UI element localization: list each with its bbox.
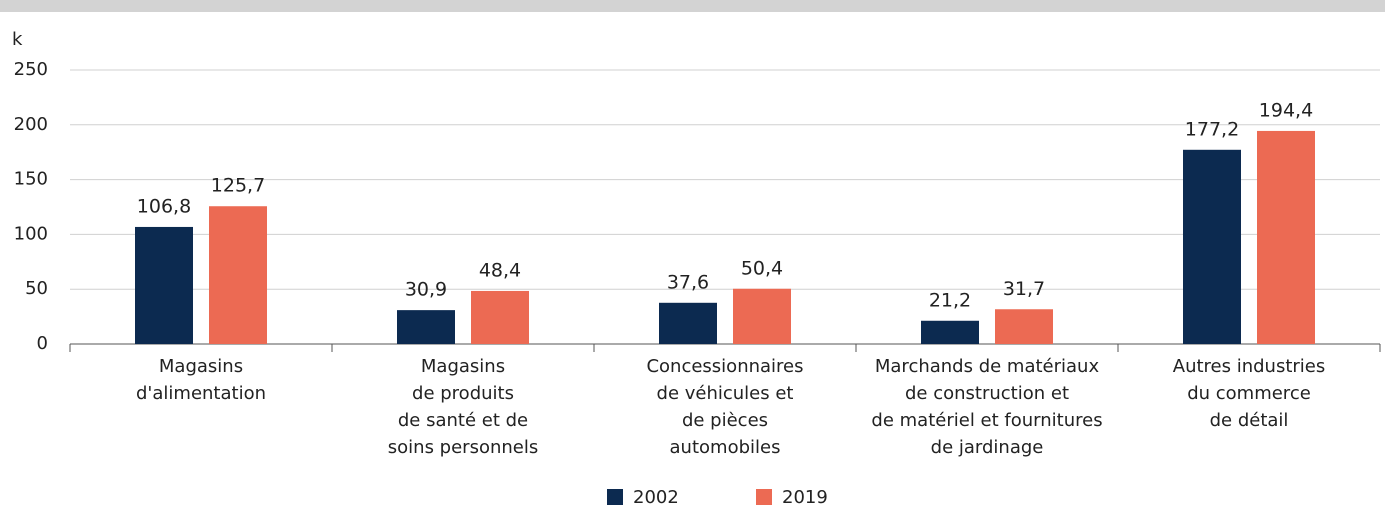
x-tick-label: Magasins — [421, 356, 505, 377]
value-label: 177,2 — [1185, 118, 1239, 140]
bar — [135, 226, 193, 344]
x-tick-label: automobiles — [670, 437, 781, 458]
legend-swatch — [607, 489, 623, 505]
bar — [209, 206, 267, 344]
x-tick-label: Concessionnaires — [646, 356, 803, 377]
legend-label: 2019 — [782, 487, 828, 508]
x-tick-label: de construction et — [905, 383, 1069, 404]
x-tick-label: de pièces — [682, 410, 768, 431]
bar — [733, 288, 791, 344]
x-tick-label: du commerce — [1187, 383, 1311, 404]
x-tick-label: de véhicules et — [657, 383, 794, 404]
value-label: 106,8 — [137, 195, 191, 217]
x-tick-label: Magasins — [159, 356, 243, 377]
bar — [471, 290, 529, 344]
legend-label: 2002 — [633, 487, 679, 508]
bar — [921, 320, 979, 344]
y-tick-label: 200 — [14, 114, 48, 135]
value-label: 37,6 — [667, 271, 709, 293]
y-tick-label: 150 — [14, 169, 48, 190]
value-label: 125,7 — [211, 175, 265, 197]
y-tick-label: 100 — [14, 223, 48, 244]
value-label: 21,2 — [929, 289, 971, 311]
value-label: 31,7 — [1003, 278, 1045, 300]
y-axis-unit: k — [12, 29, 23, 50]
x-tick-label: de santé et de — [398, 410, 528, 431]
x-tick-label: de matériel et fournitures — [871, 410, 1102, 431]
x-tick-label: de produits — [412, 383, 514, 404]
legend-swatch — [756, 489, 772, 505]
value-label: 194,4 — [1259, 99, 1313, 121]
y-tick-label: 250 — [14, 59, 48, 80]
bar — [659, 302, 717, 344]
value-label: 50,4 — [741, 257, 783, 279]
value-label: 48,4 — [479, 259, 521, 281]
x-tick-label: de détail — [1210, 410, 1289, 431]
bar — [1257, 130, 1315, 344]
top-band — [0, 0, 1385, 12]
x-tick-label: de jardinage — [931, 437, 1044, 458]
value-label: 30,9 — [405, 279, 447, 301]
x-tick-label: soins personnels — [388, 437, 538, 458]
bar — [397, 310, 455, 344]
bar — [1183, 149, 1241, 344]
y-tick-label: 0 — [37, 333, 48, 354]
bar — [995, 309, 1053, 344]
x-tick-label: Marchands de matériaux — [875, 356, 1100, 377]
y-tick-label: 50 — [25, 278, 48, 299]
x-tick-label: d'alimentation — [136, 383, 266, 404]
x-tick-label: Autres industries — [1173, 356, 1326, 377]
